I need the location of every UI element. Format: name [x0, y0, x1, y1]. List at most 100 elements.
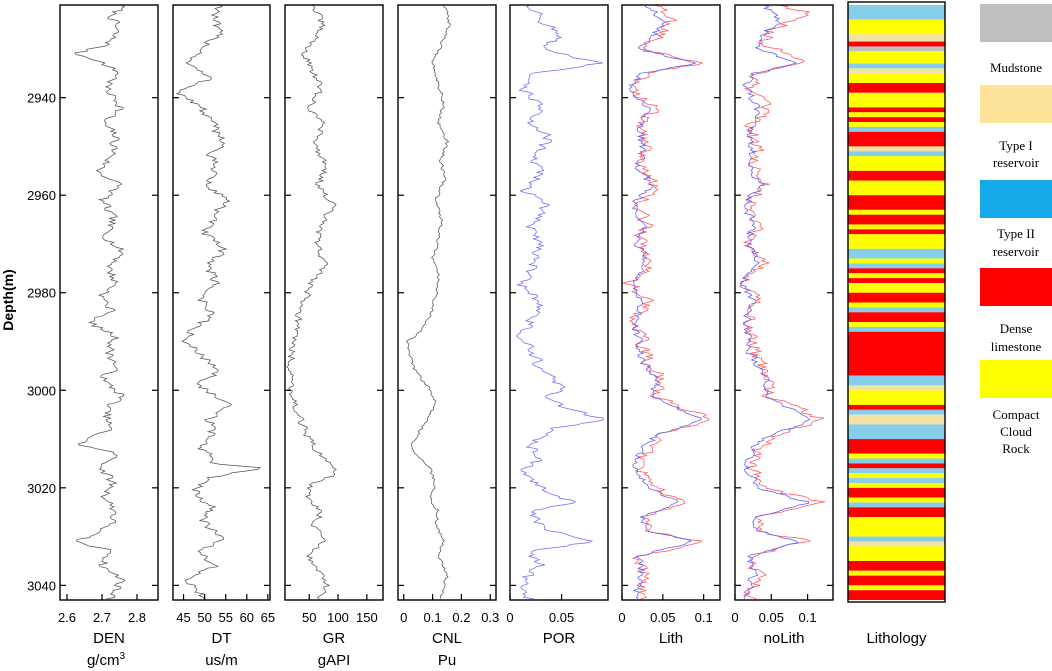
x-tick-label: 65	[261, 610, 275, 625]
legend-swatch-dense	[980, 268, 1052, 306]
litho-interval	[848, 34, 945, 42]
litho-interval	[848, 546, 945, 561]
series-den	[74, 5, 126, 600]
legend-label-cloud: Compact	[993, 407, 1040, 422]
litho-interval	[848, 83, 945, 93]
legend-label-t1: Type I	[999, 138, 1032, 153]
track-name: CNL	[432, 630, 462, 647]
depth-tick-label: 2960	[27, 188, 56, 203]
x-tick-label: 50	[197, 610, 211, 625]
litho-interval	[848, 234, 945, 249]
litho-interval	[848, 302, 945, 308]
x-tick-label: 0.05	[549, 610, 574, 625]
track-dt: 45 50 55 60 65 DT us/m	[172, 4, 275, 669]
track-name: GR	[323, 630, 346, 647]
litho-frame	[847, 1, 946, 603]
lithology-column: Lithology	[847, 1, 946, 647]
legend-label-dense: Dense	[1000, 321, 1033, 336]
track-cnl: 0 0.1 0.2 0.3 CNL Pu	[397, 4, 499, 669]
litho-interval	[848, 268, 945, 274]
litho-interval	[848, 92, 945, 108]
litho-interval	[848, 122, 945, 127]
litho-interval	[848, 41, 945, 47]
litho-interval	[848, 214, 945, 225]
litho-interval	[848, 117, 945, 123]
depth-tick-label: 2980	[27, 286, 56, 301]
litho-interval	[848, 478, 945, 483]
litho-interval	[848, 46, 945, 52]
litho-interval	[848, 331, 945, 376]
litho-interval	[848, 248, 945, 259]
legend-label-t1: reservoir	[993, 155, 1040, 170]
track-name: DEN	[93, 630, 125, 647]
litho-interval	[848, 463, 945, 469]
litho-interval	[848, 570, 945, 576]
series-lith-red	[622, 5, 710, 600]
litho-interval	[848, 517, 945, 537]
litho-interval	[848, 322, 945, 327]
track-nolith: 0 0.05 0.1 noLith	[731, 4, 834, 647]
litho-interval	[848, 282, 945, 293]
lithology-legend: Mudstone Type I reservoir Type II reservoir D…	[980, 4, 1052, 456]
track-por: 0 0.05 POR	[506, 4, 609, 647]
litho-interval	[848, 375, 945, 386]
litho-interval	[848, 502, 945, 508]
litho-interval	[848, 390, 945, 405]
litho-interval	[848, 151, 945, 157]
litho-interval	[848, 273, 945, 279]
x-tick-label: 0.3	[481, 610, 499, 625]
litho-interval	[848, 468, 945, 474]
track-frame	[59, 4, 159, 601]
depth-tick-label: 3040	[27, 578, 56, 593]
track-name: Lith	[659, 630, 683, 647]
litho-interval	[848, 63, 945, 69]
x-tick-label: 0.1	[799, 610, 817, 625]
litho-interval	[848, 575, 945, 586]
legend-label-cloud: Rock	[1002, 441, 1030, 456]
litho-interval	[848, 385, 945, 391]
litho-interval	[848, 263, 945, 269]
x-tick-label: 0.2	[452, 610, 470, 625]
litho-interval	[848, 458, 945, 464]
x-tick-label: 0.1	[695, 610, 713, 625]
depth-tick-label: 3020	[27, 481, 56, 496]
depth-axis-label: Depth(m)	[0, 269, 16, 330]
track-frame	[734, 4, 834, 601]
x-tick-label: 0	[400, 610, 407, 625]
series-nolith-blue	[740, 5, 811, 600]
litho-interval	[848, 560, 945, 571]
litho-interval	[848, 536, 945, 542]
litho-interval	[848, 497, 945, 503]
litho-interval	[848, 326, 945, 332]
depth-tick-label: 3000	[27, 383, 56, 398]
lithology-label: Lithology	[866, 630, 927, 647]
track-name: POR	[543, 630, 576, 647]
series-lith-blue	[628, 5, 702, 600]
litho-interval	[848, 487, 945, 498]
legend-label-cloud: Cloud	[1000, 424, 1032, 439]
x-tick-label: 100	[327, 610, 349, 625]
litho-interval	[848, 229, 945, 235]
track-frame	[284, 4, 384, 601]
litho-interval	[848, 131, 945, 147]
x-tick-label: 2.7	[93, 610, 111, 625]
x-tick-label: 50	[302, 610, 316, 625]
litho-interval	[848, 126, 945, 132]
x-tick-label: 2.6	[58, 610, 76, 625]
litho-interval	[848, 258, 945, 264]
litho-interval	[848, 51, 945, 64]
litho-interval	[848, 439, 945, 454]
track-unit: us/m	[205, 652, 238, 669]
x-tick-label: 0	[618, 610, 625, 625]
litho-interval	[848, 73, 945, 84]
litho-interval	[848, 409, 945, 415]
litho-interval	[848, 312, 945, 323]
litho-interval	[848, 585, 945, 591]
x-tick-label: 2.8	[128, 610, 146, 625]
litho-interval	[848, 453, 945, 459]
litho-interval	[848, 507, 945, 518]
unit-superscript: 3	[119, 651, 125, 662]
legend-label-t2: Type II	[997, 226, 1035, 241]
